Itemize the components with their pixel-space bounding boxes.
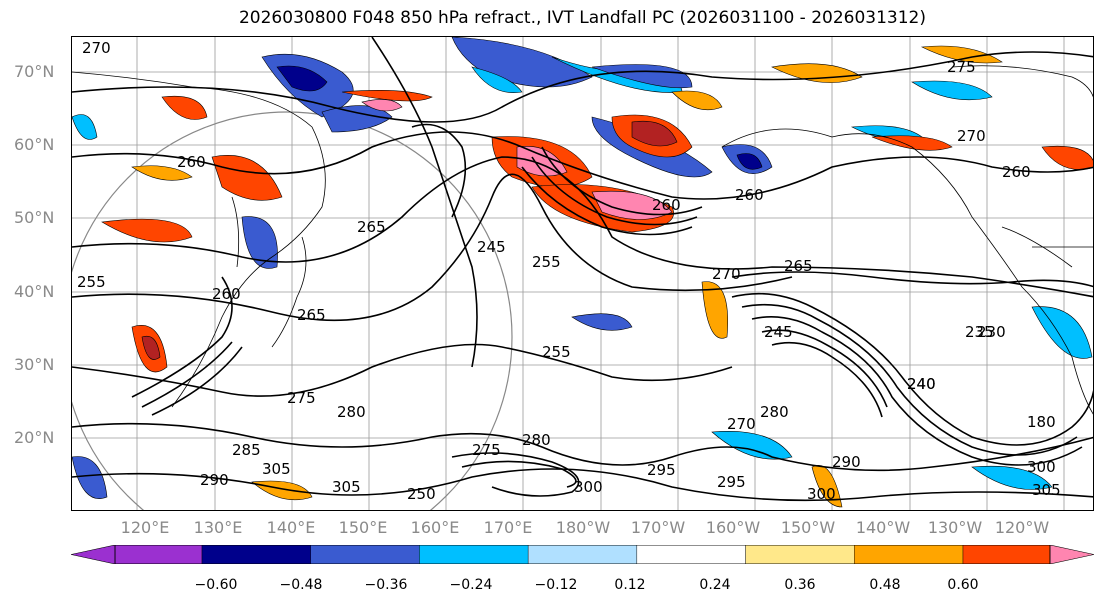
contour-label: 260	[177, 153, 206, 171]
lon-label: 120°E	[120, 518, 170, 537]
contour-label: 245	[477, 238, 506, 256]
contour-label: 265	[297, 306, 326, 324]
contour-label: 280	[337, 403, 366, 421]
contours	[72, 37, 1093, 502]
contour-labels: 270 260 275 270 260 260 260 265 245 255 …	[77, 39, 1061, 503]
lat-label: 40°N	[14, 282, 55, 301]
contour-label: 240	[907, 375, 936, 393]
contour-label: 270	[712, 265, 741, 283]
colorbar-cell	[962, 545, 1051, 564]
map-panel[interactable]: 270 260 275 270 260 260 260 265 245 255 …	[71, 36, 1094, 511]
lon-label: 160°E	[410, 518, 460, 537]
lat-label: 60°N	[14, 135, 55, 154]
colorbar-cell	[114, 545, 203, 564]
contour-label: 280	[760, 403, 789, 421]
contour-label: 295	[647, 461, 676, 479]
contour-label: 295	[717, 473, 746, 491]
contour-label: 300	[807, 485, 836, 503]
colorbar-tick: −0.60	[194, 577, 238, 593]
contour-label: 260	[735, 186, 764, 204]
colorbar-cell	[854, 545, 964, 564]
lat-label: 50°N	[14, 208, 55, 227]
map-canvas: 270 260 275 270 260 260 260 265 245 255 …	[72, 37, 1093, 510]
contour-label: 305	[262, 460, 291, 478]
contour-label: 260	[212, 285, 241, 303]
lon-label: 150°E	[338, 518, 388, 537]
coastlines	[72, 65, 1093, 415]
contour-label: 260	[1002, 163, 1031, 181]
colorbar-cell	[310, 545, 420, 564]
lon-label: 170°W	[630, 518, 686, 537]
lon-label: 140°W	[855, 518, 911, 537]
contour-label: 265	[357, 218, 386, 236]
contour-label: 275	[472, 441, 501, 459]
contour-label: 300	[574, 478, 603, 496]
contour-label: 270	[82, 39, 111, 57]
lat-label: 20°N	[14, 428, 55, 447]
shaded-field	[72, 37, 1093, 508]
lon-label: 160°W	[705, 518, 761, 537]
colorbar-extend-min	[71, 545, 116, 564]
lon-label: 150°W	[780, 518, 836, 537]
contour-label: 255	[532, 253, 561, 271]
colorbar-cell	[201, 545, 311, 564]
contour-label: 300	[1027, 458, 1056, 476]
colorbar-tick: −0.12	[534, 577, 578, 593]
contour-label: 240	[907, 375, 936, 393]
contour-label: 230	[977, 323, 1006, 341]
map-title: 2026030800 F048 850 hPa refract., IVT La…	[238, 8, 926, 28]
colorbar	[71, 545, 1094, 564]
contour-label: 260	[652, 196, 681, 214]
contour-label: 285	[232, 441, 261, 459]
contour-label: 275	[287, 389, 316, 407]
contour-label: 250	[407, 485, 436, 503]
colorbar-tick: 0.36	[784, 577, 816, 593]
lat-label: 70°N	[14, 62, 55, 81]
colorbar-cell	[527, 545, 638, 564]
contour-label: 290	[832, 453, 861, 471]
lon-label: 130°W	[927, 518, 983, 537]
contour-label: 245	[764, 323, 793, 341]
lon-label: 140°E	[266, 518, 316, 537]
colorbar-extend-max	[1049, 545, 1094, 564]
colorbar-tick: 0.24	[699, 577, 731, 593]
colorbar-tick: 0.60	[947, 577, 979, 593]
lat-label: 30°N	[14, 355, 55, 374]
contour-label: 305	[1032, 481, 1061, 499]
colorbar-tick: −0.36	[364, 577, 408, 593]
contour-label: 280	[522, 431, 551, 449]
contour-label: 255	[542, 343, 571, 361]
lon-label: 130°E	[193, 518, 243, 537]
contour-label: 265	[784, 257, 813, 275]
lon-label: 180°W	[555, 518, 611, 537]
contour-label: 270	[957, 127, 986, 145]
contour-label: 255	[77, 273, 106, 291]
colorbar-tick: −0.48	[279, 577, 323, 593]
contour-label: 275	[947, 58, 976, 76]
lon-label: 120°W	[994, 518, 1050, 537]
contour-label: 270	[727, 415, 756, 433]
graticule	[72, 37, 1093, 510]
contour-label: 305	[332, 478, 361, 496]
lon-label: 170°E	[483, 518, 533, 537]
colorbar-tick: 0.48	[869, 577, 901, 593]
colorbar-cell	[636, 545, 746, 564]
colorbar-cell	[419, 545, 529, 564]
contour-label: 235	[965, 323, 994, 341]
colorbar-tick: 0.12	[614, 577, 646, 593]
contour-label: 180	[1027, 413, 1056, 431]
contour-label: 290	[200, 471, 229, 489]
colorbar-tick: −0.24	[449, 577, 493, 593]
colorbar-cell	[745, 545, 855, 564]
